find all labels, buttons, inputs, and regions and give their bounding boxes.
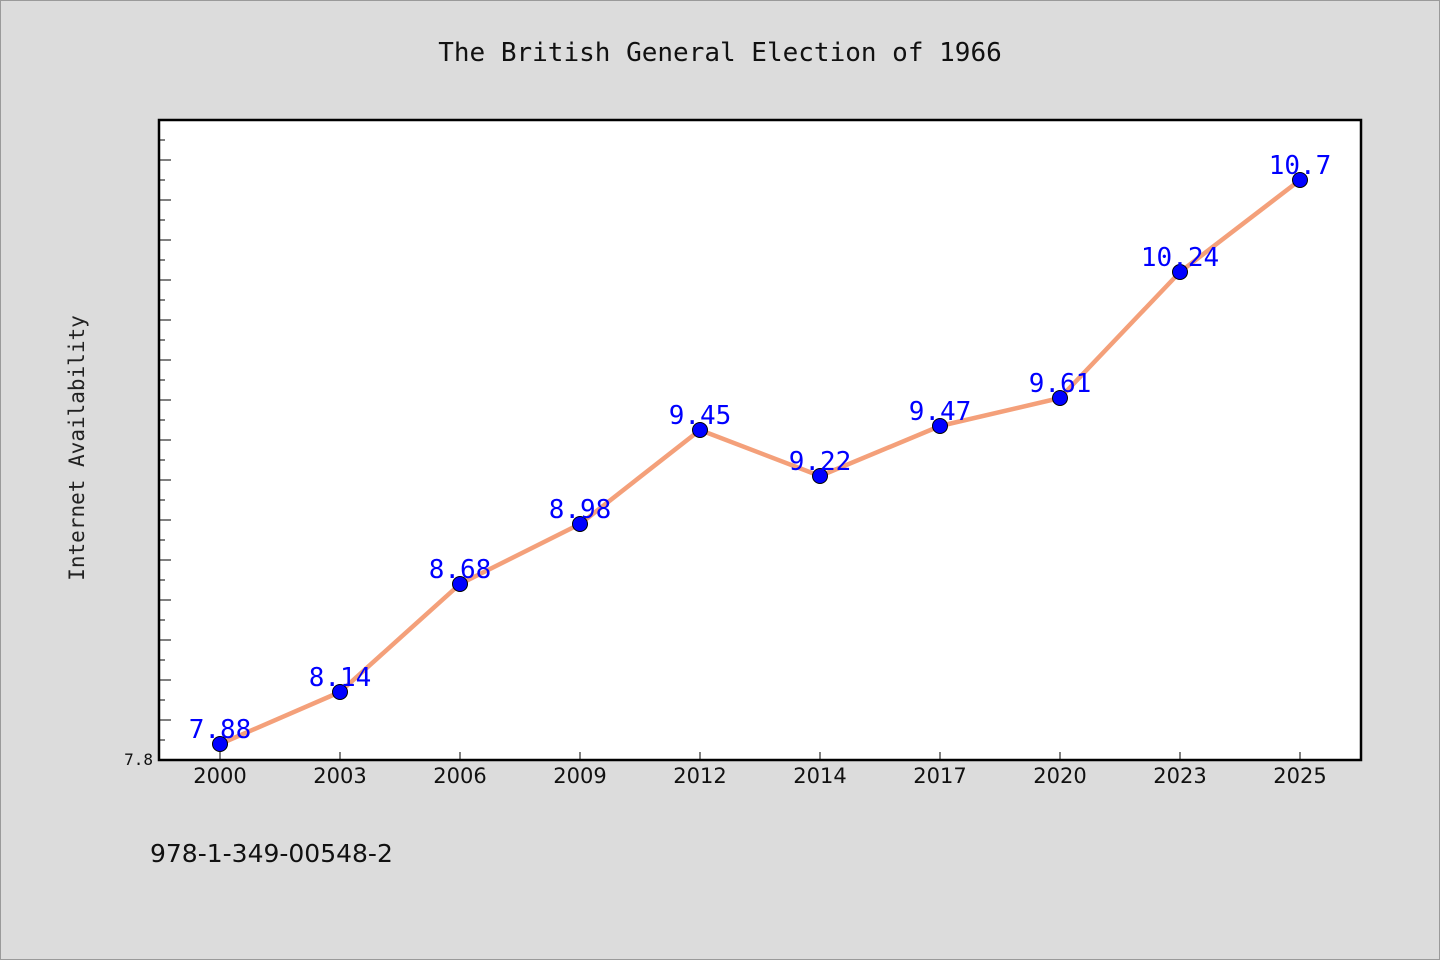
x-tick-label: 2020 xyxy=(1033,764,1086,788)
chart-title: The British General Election of 1966 xyxy=(438,38,1002,68)
data-label: 10.7 xyxy=(1269,151,1332,181)
data-point xyxy=(1172,264,1188,280)
series-group: 7.88 8.14 8.68 8.98 9.45 9.22 9.47 9.61 10.24 10.… xyxy=(189,151,1332,752)
x-axis-ticks: 2000 2003 2006 2009 2012 2014 2017 2020 2023 2025 xyxy=(193,752,1327,788)
data-point xyxy=(332,684,348,700)
data-point xyxy=(452,576,468,592)
y-axis-label: Internet Availability xyxy=(65,315,89,581)
x-tick-label: 2014 xyxy=(793,764,846,788)
data-label: 7.88 xyxy=(189,715,252,745)
data-point xyxy=(1292,172,1308,188)
data-label: 9.61 xyxy=(1029,369,1092,399)
x-tick-label: 2003 xyxy=(313,764,366,788)
x-tick-label: 2023 xyxy=(1153,764,1206,788)
data-label: 9.22 xyxy=(789,447,852,477)
series-line xyxy=(219,178,1302,747)
x-tick-label: 2025 xyxy=(1273,764,1326,788)
y-axis-ticks: 7.8 xyxy=(124,139,171,769)
x-tick-label: 2006 xyxy=(433,764,486,788)
data-point xyxy=(812,468,828,484)
x-tick-label: 2017 xyxy=(913,764,966,788)
footer-isbn: 978-1-349-00548-2 xyxy=(150,839,393,868)
data-label: 8.98 xyxy=(549,495,612,525)
data-point xyxy=(932,418,948,434)
data-point xyxy=(1052,390,1068,406)
data-label: 8.68 xyxy=(429,555,492,585)
data-label: 10.24 xyxy=(1141,243,1219,273)
data-label: 9.45 xyxy=(669,401,732,431)
x-tick-label: 2012 xyxy=(673,764,726,788)
data-point xyxy=(212,736,228,752)
data-point xyxy=(572,516,588,532)
x-tick-label: 2009 xyxy=(553,764,606,788)
x-tick-label: 2000 xyxy=(193,764,246,788)
plot-area xyxy=(157,118,1363,762)
data-label: 9.47 xyxy=(909,397,972,427)
data-label: 8.14 xyxy=(309,663,372,693)
y-tick-label: 7.8 xyxy=(124,750,153,769)
data-point xyxy=(692,422,708,438)
